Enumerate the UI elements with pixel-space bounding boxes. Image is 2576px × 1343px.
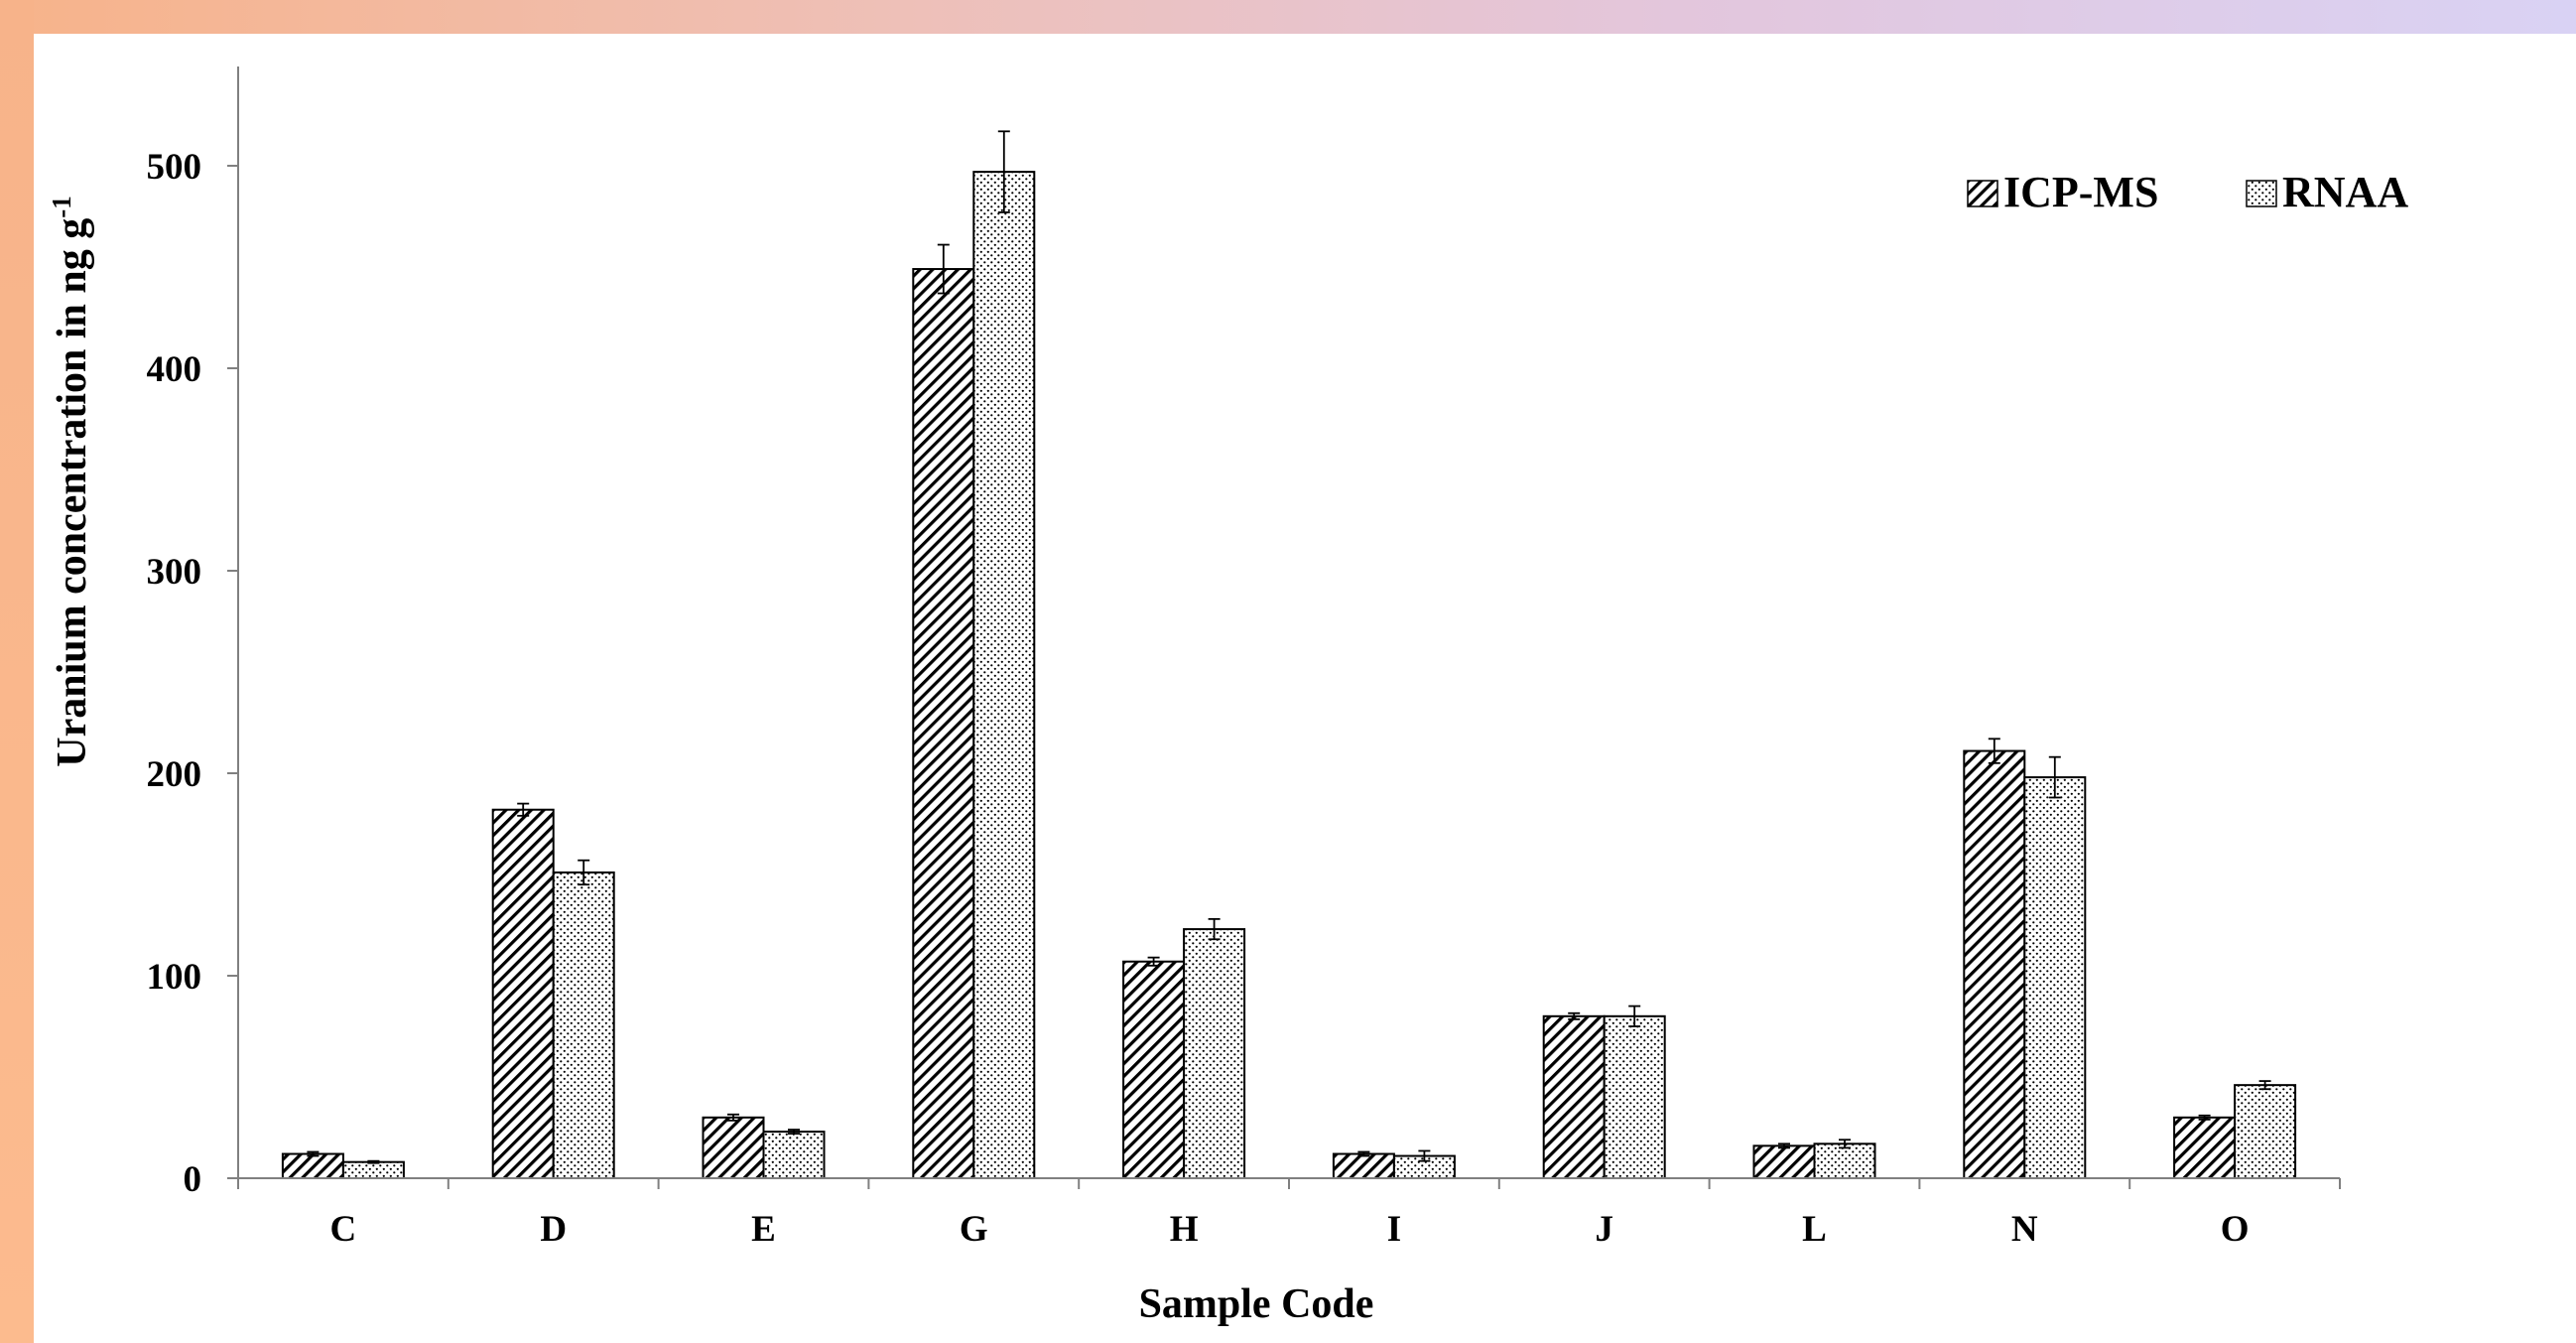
x-tick-label-l: L (1802, 1209, 1827, 1250)
error-bar-rnaa-g (997, 130, 1010, 213)
bar-icp-ms-o (2173, 1116, 2237, 1180)
y-axis-title: Uranium concentration in ng g-1 (47, 196, 95, 767)
legend: ICP-MS RNAA (1967, 168, 2408, 216)
error-bar-icp-ms-c (307, 1150, 320, 1157)
bar-icp-ms-n (1963, 749, 2026, 1179)
bar-rnaa-h (1183, 928, 1246, 1180)
bar-rnaa-d (552, 871, 615, 1180)
bar-icp-ms-c (281, 1152, 344, 1180)
bar-rnaa-n (2023, 776, 2087, 1180)
bar-rnaa-o (2234, 1084, 2297, 1180)
error-bar-icp-ms-o (2198, 1114, 2211, 1121)
error-bar-icp-ms-l (1778, 1142, 1790, 1149)
x-tick-label-i: I (1387, 1209, 1401, 1250)
bar-rnaa-e (762, 1131, 826, 1179)
error-bar-icp-ms-j (1568, 1011, 1581, 1020)
error-bar-rnaa-j (1628, 1005, 1641, 1027)
error-bars-layer (307, 130, 2271, 1164)
y-axis-title-main: Uranium concentration in ng g (50, 218, 95, 767)
y-tick-label-0: 0 (184, 1159, 202, 1200)
x-tick-label-n: N (2011, 1209, 2038, 1250)
bar-rnaa-c (341, 1160, 405, 1180)
bar-icp-ms-d (491, 808, 555, 1179)
bar-rnaa-j (1603, 1014, 1666, 1179)
bar-icp-ms-i (1332, 1152, 1395, 1180)
error-bar-rnaa-n (2048, 755, 2061, 799)
x-tick-label-o: O (2221, 1209, 2250, 1250)
error-bar-rnaa-l (1839, 1139, 1851, 1149)
legend-label-icp-ms: ICP-MS (2003, 168, 2158, 216)
x-tick-label-g: G (960, 1209, 988, 1250)
bar-rnaa-l (1813, 1142, 1876, 1179)
x-tick-label-j: J (1595, 1209, 1613, 1250)
legend-swatch-icp-ms (1967, 180, 1998, 207)
bar-rnaa-g (972, 171, 1036, 1179)
bars-layer (281, 171, 2297, 1180)
legend-label-rnaa: RNAA (2282, 168, 2408, 216)
bar-icp-ms-e (702, 1116, 765, 1180)
error-bar-rnaa-o (2258, 1080, 2271, 1091)
y-ticks: 0 100 200 300 400 500 (147, 147, 238, 1200)
bar-icp-ms-j (1542, 1014, 1606, 1179)
decorative-top-band (0, 0, 2576, 34)
error-bar-icp-ms-h (1147, 956, 1160, 967)
y-tick-label-400: 400 (147, 349, 202, 390)
bar-icp-ms-l (1752, 1144, 1816, 1179)
y-tick-label-500: 500 (147, 147, 202, 188)
bar-icp-ms-h (1122, 960, 1186, 1179)
error-bar-icp-ms-i (1357, 1150, 1370, 1157)
x-tick-label-d: D (540, 1209, 567, 1250)
legend-swatch-rnaa (2246, 180, 2277, 207)
y-axis-title-superscript: -1 (47, 196, 76, 218)
x-tick-label-e: E (751, 1209, 776, 1250)
error-bar-icp-ms-e (727, 1113, 739, 1122)
error-bar-icp-ms-d (517, 802, 530, 817)
error-bar-rnaa-d (578, 859, 590, 886)
x-axis-title: Sample Code (1139, 1281, 1374, 1327)
error-bar-icp-ms-n (1988, 738, 2000, 764)
decorative-left-band (0, 0, 34, 1343)
bar-icp-ms-g (912, 268, 975, 1180)
y-tick-label-300: 300 (147, 552, 202, 593)
error-bar-icp-ms-g (937, 243, 950, 295)
x-tick-label-h: H (1170, 1209, 1199, 1250)
error-bar-rnaa-c (367, 1159, 380, 1164)
error-bar-rnaa-e (788, 1129, 800, 1136)
y-tick-label-100: 100 (147, 957, 202, 998)
y-tick-label-200: 200 (147, 754, 202, 795)
error-bar-rnaa-h (1208, 917, 1221, 941)
error-bar-rnaa-i (1418, 1149, 1431, 1162)
x-tick-label-c: C (330, 1209, 357, 1250)
